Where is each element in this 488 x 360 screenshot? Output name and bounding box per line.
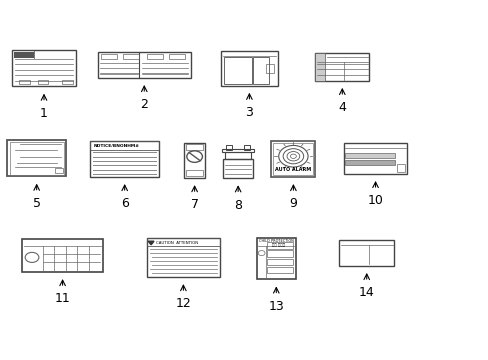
Polygon shape <box>148 241 154 245</box>
Bar <box>10 142 63 175</box>
Bar <box>339 240 393 266</box>
Text: 12: 12 <box>175 297 191 310</box>
Bar <box>184 143 204 178</box>
Text: NOTICE/BNONHM#: NOTICE/BNONHM# <box>93 144 139 148</box>
Bar <box>256 238 295 279</box>
Bar <box>244 145 249 150</box>
Text: CAUTION  ATTENTION: CAUTION ATTENTION <box>156 242 198 246</box>
Bar <box>7 140 66 176</box>
Bar <box>169 54 185 59</box>
Bar <box>90 141 159 150</box>
Bar <box>185 144 203 150</box>
Text: 9: 9 <box>289 197 297 210</box>
Bar <box>345 160 394 165</box>
Bar <box>253 57 268 84</box>
Bar <box>315 53 368 81</box>
Bar <box>345 153 394 158</box>
Bar <box>55 168 63 173</box>
Bar <box>315 53 325 81</box>
Text: 7: 7 <box>190 198 198 211</box>
Text: 14: 14 <box>358 286 374 299</box>
Bar <box>147 238 219 246</box>
Bar <box>38 80 48 84</box>
Bar <box>14 52 34 58</box>
Bar <box>19 80 30 84</box>
Bar <box>267 251 293 257</box>
Text: 儿童 保护锁: 儿童 保护锁 <box>272 243 285 247</box>
Bar <box>343 143 407 174</box>
Bar <box>222 149 254 152</box>
Bar <box>62 80 73 84</box>
Bar <box>22 239 103 272</box>
Text: 1: 1 <box>40 107 48 120</box>
Bar <box>90 141 159 177</box>
Bar <box>221 51 277 85</box>
Text: 10: 10 <box>367 194 383 207</box>
Bar <box>226 145 232 150</box>
Bar <box>147 238 219 277</box>
Bar <box>98 52 190 78</box>
Bar <box>12 50 76 86</box>
Text: 3: 3 <box>245 106 253 119</box>
Bar <box>185 170 203 176</box>
Bar <box>223 159 253 178</box>
Bar <box>122 54 139 59</box>
Bar <box>101 54 117 59</box>
Text: 6: 6 <box>121 197 128 210</box>
Bar <box>396 164 405 172</box>
Text: AUTO ALARM: AUTO ALARM <box>275 167 311 172</box>
Text: CHILD PROTECTION: CHILD PROTECTION <box>258 239 293 243</box>
Text: 4: 4 <box>338 101 346 114</box>
Bar <box>225 152 250 159</box>
Text: 13: 13 <box>268 300 284 313</box>
Bar <box>273 143 313 175</box>
Text: 5: 5 <box>33 197 41 210</box>
Bar <box>267 267 293 274</box>
Text: 11: 11 <box>55 292 70 305</box>
Bar <box>271 141 315 177</box>
Bar <box>223 57 251 84</box>
Bar <box>267 242 293 248</box>
Text: 2: 2 <box>140 98 148 111</box>
Bar <box>267 258 293 265</box>
Bar <box>265 64 273 73</box>
Text: 8: 8 <box>234 198 242 212</box>
Bar <box>147 54 163 59</box>
